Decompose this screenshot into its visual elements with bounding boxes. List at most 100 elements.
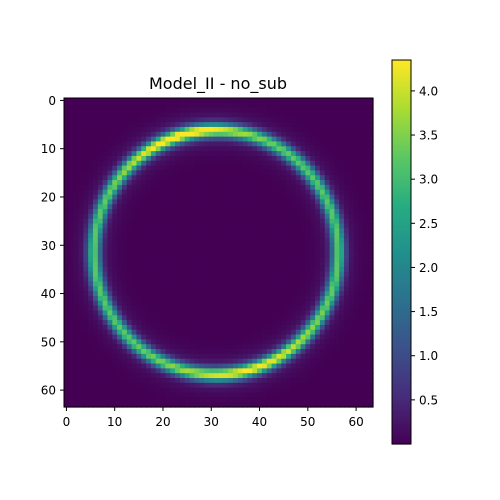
heatmap-cell xyxy=(228,324,234,331)
heatmap-cell xyxy=(286,295,292,302)
heatmap-cell xyxy=(286,160,292,167)
heatmap-cell xyxy=(199,223,205,229)
heatmap-cell xyxy=(73,262,80,268)
heatmap-cell xyxy=(344,373,350,379)
heatmap-cell xyxy=(121,286,128,292)
heatmap-cell xyxy=(305,102,311,109)
heatmap-cell xyxy=(257,334,263,341)
heatmap-cell xyxy=(83,189,89,196)
heatmap-cell xyxy=(213,320,220,326)
colorbar-segment xyxy=(392,354,411,358)
heatmap-cell xyxy=(208,320,215,326)
heatmap-cell xyxy=(252,165,258,172)
heatmap-cell xyxy=(78,392,84,398)
heatmap-cell xyxy=(363,199,369,205)
heatmap-cell xyxy=(252,344,258,350)
heatmap-cell xyxy=(290,146,297,152)
heatmap-cell xyxy=(247,382,253,389)
heatmap-cell xyxy=(107,387,113,394)
heatmap-cell xyxy=(286,131,292,138)
heatmap-cell xyxy=(329,160,335,167)
heatmap-cell xyxy=(160,228,166,234)
heatmap-cell xyxy=(242,117,249,123)
heatmap-cell xyxy=(179,213,186,220)
heatmap-cell xyxy=(247,286,253,292)
heatmap-cell xyxy=(368,329,374,336)
heatmap-cell xyxy=(213,228,220,234)
heatmap-cell xyxy=(141,262,147,268)
heatmap-cell xyxy=(179,329,186,336)
heatmap-cell xyxy=(141,358,147,365)
colorbar-segment xyxy=(392,429,411,433)
heatmap-cell xyxy=(218,353,224,360)
heatmap-cell xyxy=(237,136,244,143)
heatmap-cell xyxy=(363,184,369,191)
heatmap-cell xyxy=(368,349,374,355)
heatmap-cell xyxy=(261,180,268,186)
heatmap-cell xyxy=(126,266,133,273)
heatmap-cell xyxy=(257,117,263,123)
heatmap-cell xyxy=(324,305,331,312)
heatmap-cell xyxy=(179,382,186,389)
heatmap-cell xyxy=(204,349,210,355)
heatmap-cell xyxy=(271,199,278,205)
heatmap-cell xyxy=(141,112,147,118)
heatmap-cell xyxy=(300,271,307,278)
heatmap-cell xyxy=(290,363,297,369)
heatmap-cell xyxy=(290,107,297,114)
heatmap-cell xyxy=(64,136,70,143)
heatmap-cell xyxy=(136,387,142,394)
heatmap-cell xyxy=(228,199,234,205)
heatmap-cell xyxy=(213,329,220,336)
heatmap-cell xyxy=(175,291,181,297)
heatmap-cell xyxy=(102,146,109,152)
heatmap-cell xyxy=(175,180,181,186)
heatmap-cell xyxy=(334,117,340,123)
heatmap-cell xyxy=(117,281,123,287)
heatmap-cell xyxy=(358,271,364,278)
heatmap-cell xyxy=(160,122,166,128)
heatmap-cell xyxy=(102,315,109,321)
heatmap-cell xyxy=(199,189,205,196)
heatmap-cell xyxy=(242,242,249,249)
heatmap-cell xyxy=(64,117,70,123)
heatmap-cell xyxy=(150,363,157,369)
heatmap-cell xyxy=(218,334,224,341)
heatmap-cell xyxy=(281,228,287,234)
heatmap-cell xyxy=(310,349,316,355)
heatmap-cell xyxy=(184,363,191,369)
heatmap-cell xyxy=(228,223,234,229)
heatmap-cell xyxy=(310,402,316,408)
heatmap-cell xyxy=(194,334,200,341)
heatmap-cell xyxy=(121,291,128,297)
heatmap-cell xyxy=(88,252,94,258)
heatmap-cell xyxy=(286,262,292,268)
heatmap-cell xyxy=(179,334,186,341)
heatmap-cell xyxy=(131,180,138,186)
heatmap-cell xyxy=(175,310,181,316)
heatmap-cell xyxy=(295,295,302,302)
colorbar-segment xyxy=(392,234,411,238)
heatmap-cell xyxy=(310,126,316,133)
heatmap-cell xyxy=(286,281,292,287)
heatmap-cell xyxy=(329,334,335,341)
heatmap-cell xyxy=(155,247,162,254)
heatmap-cell xyxy=(64,266,70,273)
heatmap-cell xyxy=(199,358,205,365)
heatmap-cell xyxy=(252,286,258,292)
heatmap-cell xyxy=(97,136,104,143)
heatmap-cell xyxy=(237,170,244,176)
heatmap-cell xyxy=(257,170,263,176)
heatmap-cell xyxy=(368,213,374,220)
heatmap-cell xyxy=(78,175,84,181)
heatmap-cell xyxy=(324,126,331,133)
heatmap-cell xyxy=(126,117,133,123)
heatmap-cell xyxy=(107,117,113,123)
heatmap-cell xyxy=(189,271,195,278)
heatmap-cell xyxy=(319,117,326,123)
heatmap-cell xyxy=(261,146,268,152)
heatmap-cell xyxy=(339,199,345,205)
x-tick-label: 0 xyxy=(63,415,71,429)
heatmap-cell xyxy=(363,112,369,118)
heatmap-cell xyxy=(213,271,220,278)
